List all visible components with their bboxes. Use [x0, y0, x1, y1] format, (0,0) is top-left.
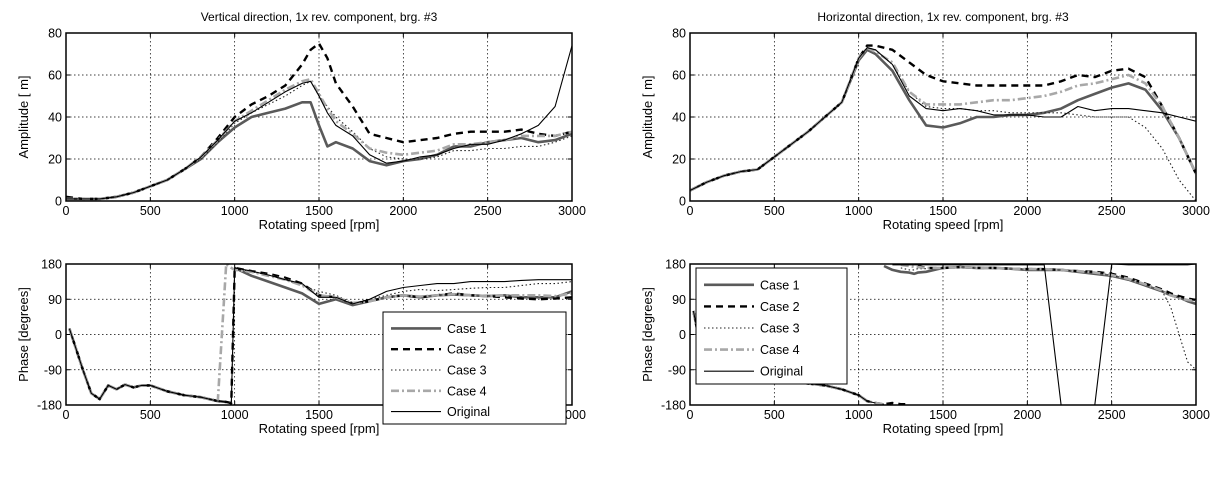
series-line-original: [66, 45, 572, 200]
x-tick-label: 2000: [1013, 408, 1041, 422]
legend: Case 1 Case 2 Case 3 Case 4 Original: [695, 267, 848, 385]
x-axis-label: Rotating speed [rpm]: [883, 217, 1004, 232]
y-tick-label: 20: [672, 153, 686, 167]
y-tick-label: 90: [672, 293, 686, 307]
x-tick-label: 500: [140, 204, 161, 218]
legend-label: Case 4: [447, 384, 487, 398]
x-tick-label: 1000: [221, 408, 249, 422]
legend-box: [695, 267, 848, 385]
y-tick-label: -180: [37, 399, 62, 413]
legend-label: Case 3: [760, 322, 800, 336]
legend-label: Case 2: [760, 300, 800, 314]
series-line-case-2: [690, 44, 1196, 192]
x-axis-label: Rotating speed [rpm]: [259, 217, 380, 232]
x-tick-label: 500: [764, 204, 785, 218]
series-group: [66, 42, 572, 201]
x-tick-label: 2500: [474, 204, 502, 218]
x-tick-label: 2000: [389, 204, 417, 218]
y-tick-label: 90: [48, 293, 62, 307]
series-line-original: [68, 267, 572, 405]
y-tick-label: 40: [48, 111, 62, 125]
legend-label: Original: [760, 365, 803, 379]
y-tick-label: 80: [48, 27, 62, 41]
x-tick-label: 1000: [845, 408, 873, 422]
legend-label: Case 1: [447, 322, 487, 336]
x-tick-label: 1000: [221, 204, 249, 218]
y-axis-label: Phase [degrees]: [16, 287, 31, 382]
chart-4: 0 500 1000 1500 2000 2500 3000 -180 -90 0 90 180 Rot…: [640, 258, 1210, 437]
x-tick-label: 2500: [1098, 408, 1126, 422]
y-tick-label: 0: [679, 328, 686, 342]
x-tick-label: 3000: [558, 204, 586, 218]
y-tick-label: 80: [672, 27, 686, 41]
x-tick-label: 1500: [929, 408, 957, 422]
y-tick-label: 40: [672, 111, 686, 125]
y-tick-label: 0: [55, 195, 62, 209]
y-tick-label: 60: [672, 69, 686, 83]
y-tick-label: -90: [668, 363, 686, 377]
chart-1: 0 500 1000 1500 2000 2500 3000 0 20 40 60 80 Vertica…: [16, 10, 586, 232]
y-axis-label: Amplitude [ m]: [16, 75, 31, 158]
x-tick-label: 3000: [1182, 408, 1210, 422]
x-tick-label: 0: [63, 204, 70, 218]
chart-title: Horizontal direction, 1x rev. component,…: [817, 10, 1069, 24]
legend-box: [382, 311, 567, 425]
y-tick-label: 60: [48, 69, 62, 83]
legend-label: Case 3: [447, 364, 487, 378]
x-tick-label: 500: [140, 408, 161, 422]
x-tick-label: 1500: [929, 204, 957, 218]
y-tick-label: 20: [48, 153, 62, 167]
y-axis-label: Amplitude [ m]: [640, 75, 655, 158]
chart-3: 050010001500200025003000-180-90090180Rot…: [16, 258, 586, 437]
y-axis-label: Phase [degrees]: [640, 287, 655, 382]
x-tick-label: 3000: [1182, 204, 1210, 218]
x-tick-label: 1000: [845, 204, 873, 218]
x-tick-label: 0: [687, 204, 694, 218]
x-tick-label: 1500: [305, 408, 333, 422]
x-tick-label: 2000: [1013, 204, 1041, 218]
y-tick-label: 0: [679, 195, 686, 209]
series-group: [690, 44, 1196, 201]
series-line-case-3: [690, 47, 1196, 201]
x-tick-label: 0: [63, 408, 70, 422]
series-group: [68, 264, 572, 405]
y-tick-label: 0: [55, 328, 62, 342]
y-tick-label: -90: [44, 363, 62, 377]
legend-label: Case 1: [760, 278, 800, 292]
x-tick-label: 1500: [305, 204, 333, 218]
chart-2: 0 500 1000 1500 2000 2500 3000 0 20 40 60 80 Horizon…: [640, 10, 1210, 232]
chart-title: Vertical direction, 1x rev. component, b…: [201, 10, 438, 24]
y-tick-label: 180: [41, 258, 62, 272]
x-tick-label: 2500: [1098, 204, 1126, 218]
x-tick-label: 500: [764, 408, 785, 422]
series-line-original: [690, 47, 1196, 191]
legend: Case 1 Case 2 Case 3 Case 4 Original: [382, 311, 567, 425]
series-line-case-2: [66, 42, 572, 201]
x-tick-label: 0: [687, 408, 694, 422]
y-tick-label: 180: [665, 258, 686, 272]
legend-label: Original: [447, 405, 490, 419]
x-axis-label: Rotating speed [rpm]: [259, 421, 380, 436]
legend-label: Case 2: [447, 343, 487, 357]
legend-label: Case 4: [760, 343, 800, 357]
y-tick-label: -180: [661, 399, 686, 413]
series-line-case-4: [690, 46, 1196, 192]
x-axis-label: Rotating speed [rpm]: [883, 421, 1004, 436]
